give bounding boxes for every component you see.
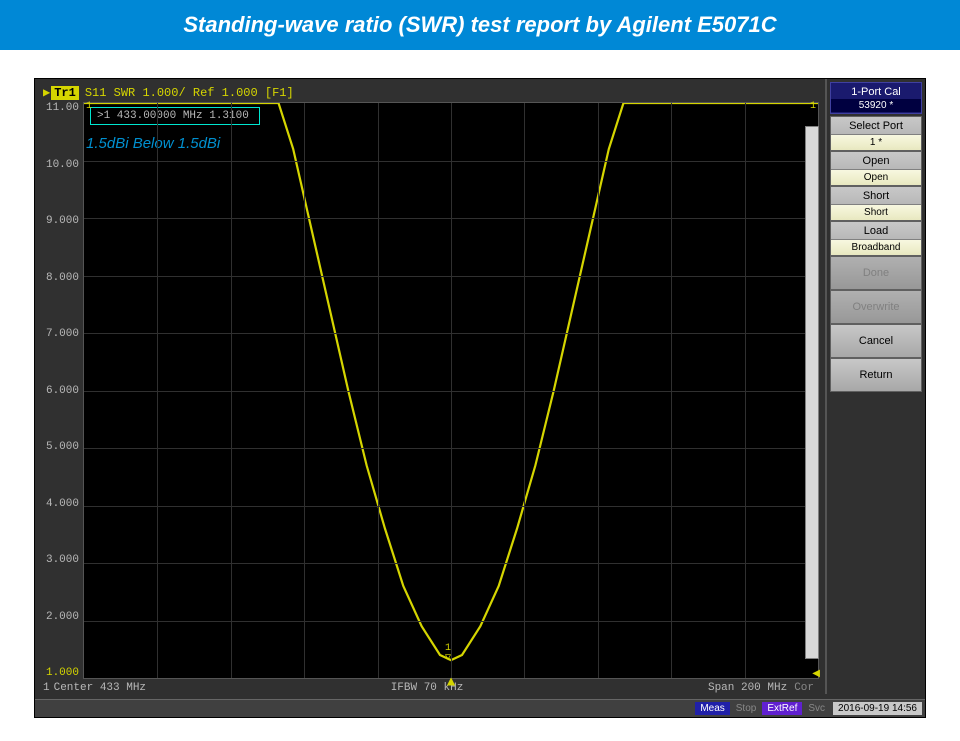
grid-line	[745, 103, 746, 678]
grid-line	[598, 103, 599, 678]
y-tick-label: 9.000	[41, 215, 79, 227]
y-tick-label: 4.000	[41, 498, 79, 510]
y-axis-labels: 11.00 10.00 9.000 8.000 7.000 6.000 5.000 4.000…	[41, 102, 83, 679]
chart-zone: ▶ Tr1 S11 SWR 1.000/ Ref 1.000 [F1] 11.0…	[35, 79, 825, 694]
instrument-container: ▶ Tr1 S11 SWR 1.000/ Ref 1.000 [F1] 11.0…	[0, 50, 960, 728]
grid-line	[84, 563, 818, 564]
chart-footer: 1Center 433 MHz IFBW 70 kHz Span 200 MHz…	[41, 679, 819, 694]
softkey-value: Short	[831, 204, 921, 220]
trace-end-label-left: 1	[86, 101, 92, 112]
center-freq-label: Center 433 MHz	[54, 682, 146, 694]
trace-id-badge: Tr1	[51, 86, 79, 100]
y-tick-label: 8.000	[41, 272, 79, 284]
right-end-indicator-icon: ◀	[812, 668, 820, 679]
y-tick-label: 3.000	[41, 554, 79, 566]
status-stop: Stop	[731, 702, 762, 715]
grid-line	[84, 621, 818, 622]
cal-header-sub: 53920 *	[831, 99, 921, 112]
softkey-value: Broadband	[831, 239, 921, 255]
softkey-return[interactable]: Return	[830, 358, 922, 392]
grid-line	[524, 103, 525, 678]
softkey-panel: 1-Port Cal 53920 * Select Port1 *OpenOpe…	[825, 79, 925, 694]
channel-number: 1	[43, 682, 50, 694]
status-svc: Svc	[803, 702, 830, 715]
softkey-open[interactable]: Open Open	[830, 151, 922, 186]
softkey-short[interactable]: Short Short	[830, 186, 922, 221]
softkey-done: Done	[830, 256, 922, 290]
trace-arrow-icon: ▶	[43, 85, 50, 100]
y-tick-label: 11.00	[41, 102, 79, 114]
softkey-select-port[interactable]: Select Port 1 *	[830, 116, 922, 151]
y-tick-label: 2.000	[41, 611, 79, 623]
status-extref: ExtRef	[762, 702, 802, 715]
cal-header-title: 1-Port Cal	[831, 86, 921, 98]
status-datetime: 2016-09-19 14:56	[833, 702, 922, 715]
softkey-label: Short	[831, 190, 921, 202]
y-tick-label: 7.000	[41, 328, 79, 340]
softkey-label: Open	[831, 155, 921, 167]
trace-header: ▶ Tr1 S11 SWR 1.000/ Ref 1.000 [F1]	[41, 85, 819, 102]
status-bar: Meas Stop ExtRef Svc 2016-09-19 14:56	[35, 699, 925, 717]
grid-line	[84, 448, 818, 449]
grid-line	[84, 391, 818, 392]
grid-line	[671, 103, 672, 678]
softkey-label: Load	[831, 225, 921, 237]
y-tick-label: 6.000	[41, 385, 79, 397]
softkey-overwrite: Overwrite	[830, 290, 922, 324]
correction-badge: Cor	[791, 682, 817, 694]
cal-header: 1-Port Cal 53920 *	[830, 82, 922, 114]
trace-end-label-right: 1	[810, 101, 816, 112]
softkey-cancel[interactable]: Cancel	[830, 324, 922, 358]
page-title: Standing-wave ratio (SWR) test report by…	[0, 0, 960, 50]
vna-screen: ▶ Tr1 S11 SWR 1.000/ Ref 1.000 [F1] 11.0…	[34, 78, 926, 718]
softkey-value: Open	[831, 169, 921, 185]
status-meas: Meas	[695, 702, 729, 715]
vertical-scrollbar[interactable]	[805, 126, 819, 659]
y-tick-label: 10.00	[41, 159, 79, 171]
trace-label: S11 SWR 1.000/ Ref 1.000 [F1]	[85, 86, 294, 100]
softkey-value: 1 *	[831, 134, 921, 150]
span-label: Span 200 MHz	[708, 682, 787, 694]
swr-plot[interactable]: >1 433.00000 MHz 1.3100 1.5dBi Below 1.5…	[83, 102, 819, 679]
y-tick-label: 5.000	[41, 441, 79, 453]
y-tick-label: 1.000	[41, 667, 79, 679]
softkey-load[interactable]: Load Broadband	[830, 221, 922, 256]
grid-line	[84, 506, 818, 507]
softkey-label: Select Port	[831, 120, 921, 132]
